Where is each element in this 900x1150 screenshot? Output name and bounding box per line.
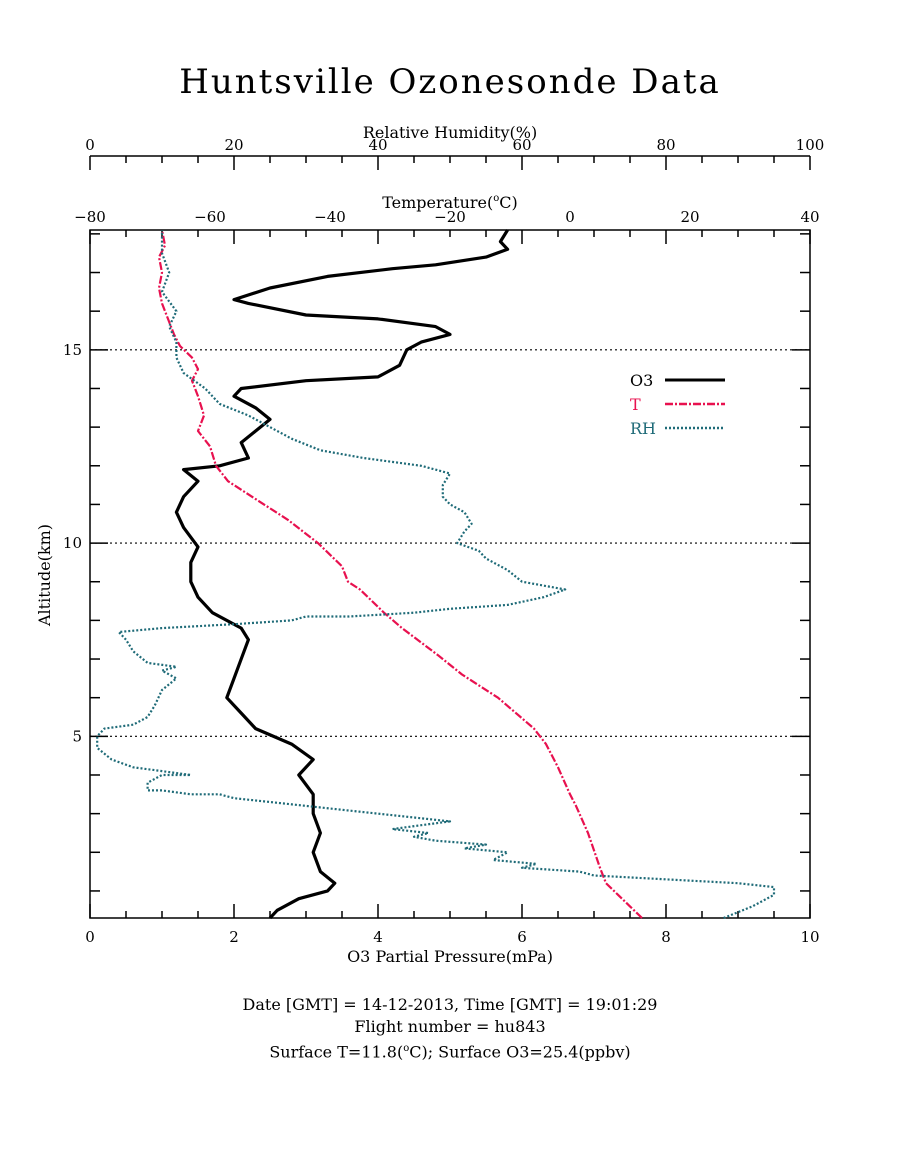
footer-date-time: Date [GMT] = 14-12-2013, Time [GMT] = 19…	[242, 995, 658, 1014]
axes-layer: 0 2 4 6 8 10 −80 −60 −40 −20 0 20 40 0 20 40 60 80 100 5 10 1…	[63, 136, 824, 946]
series-line-t	[157, 229, 643, 919]
altitude-tick-label: 10	[63, 534, 82, 552]
footer-flight-number: Flight number = hu843	[354, 1017, 546, 1036]
temperature-tick-label: −60	[194, 208, 226, 226]
legend-label-t: T	[630, 395, 641, 414]
humidity-tick-label: 0	[85, 136, 95, 154]
legend-label-rh: RH	[630, 419, 656, 438]
altitude-tick-label: 15	[63, 341, 82, 359]
altitude-axis-label: Altitude(km)	[35, 524, 54, 627]
temperature-tick-label: 20	[680, 208, 699, 226]
footer-info: Date [GMT] = 14-12-2013, Time [GMT] = 19…	[0, 994, 900, 1063]
ozone-tick-label: 2	[229, 928, 239, 946]
chart-title: Huntsville Ozonesonde Data	[179, 62, 721, 102]
temperature-tick-label: −20	[434, 208, 466, 226]
temperature-tick-label: 0	[565, 208, 575, 226]
humidity-tick-label: 100	[796, 136, 825, 154]
humidity-tick-label: 40	[368, 136, 387, 154]
temperature-tick-label: −80	[74, 208, 106, 226]
humidity-tick-label: 60	[512, 136, 531, 154]
series-line-o3	[174, 229, 510, 920]
ozone-tick-label: 10	[800, 928, 819, 946]
grid-layer	[90, 349, 810, 737]
legend-label-o3: O3	[630, 371, 653, 390]
humidity-tick-label: 20	[224, 136, 243, 154]
ozone-tick-label: 8	[661, 928, 671, 946]
temperature-tick-label: 40	[800, 208, 819, 226]
altitude-tick-label: 5	[72, 727, 82, 745]
temperature-axis-label: Temperature(oC)	[382, 193, 518, 212]
humidity-tick-label: 80	[656, 136, 675, 154]
ozone-tick-label: 4	[373, 928, 383, 946]
series-layer	[96, 229, 776, 920]
ozone-tick-label: 0	[85, 928, 95, 946]
series-line-rh	[96, 230, 776, 920]
legend: O3 T RH	[630, 371, 725, 438]
humidity-axis-label: Relative Humidity(%)	[363, 123, 537, 142]
temperature-tick-label: −40	[314, 208, 346, 226]
footer-surface-values: Surface T=11.8(oC); Surface O3=25.4(ppbv…	[269, 1042, 631, 1062]
ozone-tick-label: 6	[517, 928, 527, 946]
ozone-axis-label: O3 Partial Pressure(mPa)	[347, 947, 553, 966]
